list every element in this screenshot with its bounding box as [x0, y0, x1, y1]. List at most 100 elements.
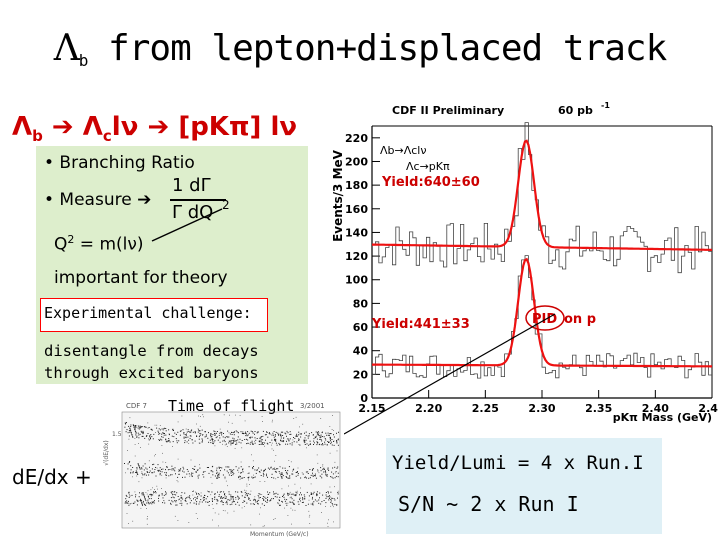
tof-scatter-point	[254, 431, 256, 432]
tof-scatter-point	[153, 471, 155, 473]
tof-scatter-point	[246, 502, 248, 504]
tof-scatter-noise	[219, 428, 221, 430]
tof-scatter-point	[309, 469, 311, 470]
tof-scatter-noise	[300, 434, 302, 435]
tof-scatter-point	[161, 493, 163, 495]
tof-scatter-point	[279, 500, 280, 502]
tof-scatter-point	[184, 442, 186, 444]
tof-scatter-point	[162, 432, 164, 434]
tof-scatter-point	[145, 504, 147, 506]
mass-plot-histogram-1	[372, 122, 712, 274]
tof-scatter-point	[198, 429, 199, 431]
tof-scatter-point	[156, 427, 158, 429]
fraction-superscript: 2	[222, 198, 230, 212]
tof-scatter-point	[287, 438, 289, 440]
tof-scatter-point	[232, 500, 234, 502]
tof-scatter-point	[262, 430, 264, 432]
tof-scatter-noise	[264, 525, 265, 527]
mass-plot-decay-1: Λb→Λclν	[380, 144, 427, 157]
tof-scatter-point	[142, 504, 143, 506]
tof-scatter-point	[205, 498, 207, 500]
tof-scatter-noise	[329, 426, 331, 427]
tof-scatter-point	[295, 435, 297, 437]
tof-scatter-point	[124, 426, 126, 428]
tof-scatter-point	[291, 498, 293, 500]
tof-scatter-point	[282, 431, 284, 433]
tof-scatter-noise	[172, 446, 173, 447]
disentangle-line-2: through excited baryons	[44, 364, 259, 382]
tof-scatter-point	[268, 432, 270, 434]
tof-scatter-point	[148, 474, 150, 476]
tof-band-p: p	[230, 438, 235, 446]
tof-scatter-point	[286, 473, 288, 475]
tof-scatter-point	[173, 469, 175, 471]
tof-scatter-point	[142, 492, 144, 494]
tof-scatter-point	[246, 494, 248, 496]
tof-scatter-noise	[287, 515, 289, 516]
tof-scatter-point	[308, 433, 310, 435]
tof-scatter-noise	[306, 447, 307, 449]
tof-scatter-point	[336, 432, 337, 434]
tof-scatter-noise	[236, 441, 238, 443]
tof-scatter-point	[229, 433, 231, 435]
tof-scatter-point	[165, 440, 167, 442]
tof-scatter-point	[318, 432, 320, 434]
tof-scatter-point	[189, 437, 191, 439]
tof-scatter-point	[146, 468, 148, 470]
tof-scatter-point	[135, 472, 137, 473]
tof-scatter-point	[194, 496, 196, 498]
tof-scatter-point	[223, 439, 225, 441]
tof-scatter-noise	[141, 471, 143, 473]
tof-scatter-noise	[226, 500, 228, 502]
tof-scatter-noise	[320, 418, 322, 419]
tof-scatter-point	[216, 499, 218, 501]
tof-scatter-noise	[246, 483, 248, 485]
tof-scatter-point	[248, 472, 250, 474]
tof-scatter-point	[262, 472, 264, 474]
tof-scatter-noise	[316, 435, 318, 437]
tof-scatter-point	[216, 473, 218, 474]
tof-scatter-point	[326, 434, 328, 436]
tof-scatter-point	[257, 503, 259, 505]
tof-scatter-point	[276, 496, 278, 498]
tof-scatter-noise	[262, 421, 263, 422]
tof-scatter-point	[252, 443, 254, 445]
tof-scatter-noise	[134, 444, 136, 445]
tof-scatter-point	[262, 435, 264, 437]
tof-scatter-point	[205, 501, 207, 503]
tof-scatter-point	[178, 498, 180, 500]
tof-scatter-point	[305, 439, 307, 441]
tof-scatter-noise	[129, 417, 131, 419]
mass-plot-yield-1: Yield:640±60	[381, 175, 480, 190]
tof-scatter-point	[165, 469, 166, 471]
tof-scatter-noise	[146, 523, 148, 525]
tof-scatter-point	[333, 498, 335, 500]
tof-scatter-point	[165, 474, 167, 476]
tof-scatter-point	[332, 467, 334, 469]
tof-scatter-noise	[262, 525, 264, 527]
tof-scatter-point	[192, 472, 194, 474]
tof-scatter-point	[139, 466, 140, 468]
tof-scatter-point	[273, 491, 274, 493]
tof-scatter-point	[130, 471, 132, 473]
tof-scatter-point	[326, 475, 328, 477]
tof-scatter-point	[189, 498, 191, 500]
tof-scatter-point	[143, 426, 145, 428]
tof-scatter-point	[230, 494, 232, 496]
tof-scatter-point	[269, 492, 271, 494]
tof-scatter-point	[258, 495, 260, 497]
tof-scatter-point	[132, 472, 134, 474]
mass-plot-ytick-label: 220	[345, 132, 368, 145]
tof-scatter-point	[266, 502, 268, 503]
tof-scatter-point	[171, 491, 173, 492]
tof-scatter-point	[247, 442, 249, 444]
tof-scatter-point	[189, 502, 191, 504]
tof-scatter-point	[219, 491, 221, 493]
tof-scatter-noise	[196, 423, 197, 425]
tof-scatter-point	[179, 470, 181, 472]
tof-scatter-noise	[302, 423, 304, 425]
tof-scatter-noise	[231, 422, 233, 424]
tof-scatter-point	[190, 474, 192, 476]
tof-scatter-point	[287, 494, 289, 496]
tof-scatter-point	[330, 500, 332, 502]
